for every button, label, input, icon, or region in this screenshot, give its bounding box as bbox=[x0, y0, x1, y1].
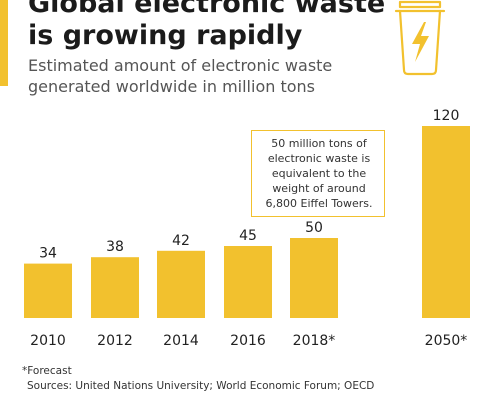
chart-subtitle: Estimated amount of electronic waste gen… bbox=[28, 56, 333, 96]
category-label: 2012 bbox=[97, 333, 133, 349]
category-label: 2014 bbox=[163, 333, 199, 349]
value-label: 120 bbox=[433, 108, 460, 124]
sources-note: Sources: United Nations University; Worl… bbox=[27, 380, 375, 392]
value-label: 38 bbox=[106, 239, 124, 255]
bar-2014 bbox=[157, 250, 205, 318]
category-label: 2050* bbox=[425, 333, 468, 349]
accent-bar bbox=[0, 0, 8, 86]
category-label: 2016 bbox=[230, 333, 266, 349]
header: Global electronic waste is growing rapid… bbox=[28, 0, 388, 97]
bar-2016 bbox=[224, 246, 272, 318]
forecast-footnote: *Forecast bbox=[22, 365, 72, 377]
trash-bin-lightning-icon bbox=[394, 0, 446, 76]
bar-2018 bbox=[290, 238, 338, 318]
bar-2010 bbox=[24, 263, 72, 318]
value-label: 42 bbox=[172, 233, 190, 249]
chart-title: Global electronic waste is growing rapid… bbox=[28, 0, 386, 51]
value-label: 45 bbox=[239, 228, 257, 244]
annotation-box: 50 million tons of electronic waste is e… bbox=[251, 130, 385, 217]
category-label: 2018* bbox=[293, 333, 336, 349]
category-label: 2010 bbox=[30, 333, 66, 349]
bar-2012 bbox=[91, 257, 139, 318]
value-label: 50 bbox=[305, 220, 323, 236]
bar-2050 bbox=[422, 126, 470, 318]
value-label: 34 bbox=[39, 246, 57, 262]
